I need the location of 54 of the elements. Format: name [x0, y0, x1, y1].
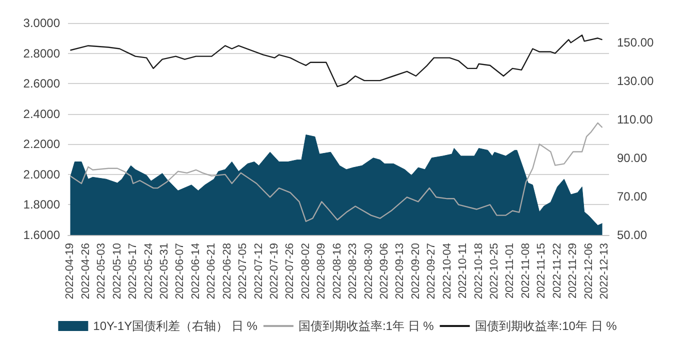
x-tick-label: 2022-04-26 — [80, 243, 92, 300]
y-tick-label: 2.6000 — [23, 76, 60, 91]
x-tick-label: 2022-09-27 — [426, 243, 438, 300]
x-tick-label: 2022-09-13 — [394, 243, 406, 300]
y-tick-label: 2.0000 — [23, 167, 60, 182]
x-tick-label: 2022-12-06 — [582, 243, 595, 300]
x-tick-label: 2022-06-14 — [190, 243, 202, 300]
y2-tick-label: 50.00 — [617, 228, 648, 242]
x-tick-label: 2022-11-22 — [551, 243, 564, 298]
x-tick-label: 2022-05-10 — [111, 243, 124, 300]
x-tick-label: 2022-08-02 — [300, 243, 312, 300]
x-tick-label: 2022-08-23 — [347, 243, 360, 300]
x-tick-label: 2022-11-15 — [536, 243, 548, 298]
y2-tick-label: 70.00 — [617, 189, 648, 204]
x-tick-label: 2022-07-26 — [284, 243, 296, 300]
x-tick-label: 2022-10-25 — [488, 243, 501, 300]
x-tick-label: 2022-05-24 — [142, 243, 155, 300]
y2-tick-label: 90.00 — [617, 150, 648, 165]
y-tick-label: 1.8000 — [23, 198, 60, 212]
x-tick-label: 2022-06-21 — [206, 243, 218, 300]
y2-tick-label: 110.00 — [617, 112, 654, 126]
x-tick-label: 2022-10-18 — [472, 243, 485, 300]
x-tick-label: 2022-12-13 — [598, 243, 611, 300]
x-tick-label: 2022-08-09 — [316, 243, 328, 300]
x-tick-label: 2022-05-17 — [127, 243, 140, 300]
x-tick-label: 2022-05-31 — [158, 243, 171, 300]
x-tick-label: 2022-08-30 — [362, 243, 375, 300]
x-tick-label: 2022-10-04 — [441, 243, 454, 300]
x-tick-label: 2022-06-28 — [221, 243, 234, 300]
x-tick-label: 2022-10-11 — [457, 243, 470, 298]
y2-tick-label: 130.00 — [617, 74, 654, 88]
x-tick-label: 2022-09-20 — [410, 243, 422, 300]
legend-label: 国债到期收益率:10年 日 % — [474, 319, 618, 333]
x-tick-label: 2022-05-03 — [96, 243, 108, 300]
x-tick-label: 2022-08-16 — [331, 243, 344, 300]
x-tick-label: 2022-11-08 — [520, 243, 532, 298]
x-tick-label: 2022-06-07 — [174, 243, 186, 300]
y-tick-label: 3.0000 — [23, 16, 60, 30]
y-tick-label: 1.6000 — [23, 228, 60, 242]
line-series — [70, 122, 603, 222]
line-series — [70, 34, 603, 88]
legend-label: 10Y-1Y国债利差（右轴） 日 % — [93, 319, 258, 333]
y2-tick-label: 150.00 — [617, 35, 654, 50]
y-tick-label: 2.8000 — [23, 46, 60, 60]
x-tick-label: 2022-09-06 — [378, 243, 391, 300]
y-tick-label: 2.2000 — [23, 137, 60, 152]
x-tick-label: 2022-11-29 — [567, 243, 580, 298]
x-tick-label: 2022-11-01 — [504, 243, 516, 298]
y-tick-label: 2.4000 — [23, 106, 60, 121]
x-tick-label: 2022-07-05 — [237, 243, 250, 300]
x-tick-label: 2022-07-12 — [252, 243, 265, 300]
legend-label: 国债到期收益率:1年 日 % — [298, 319, 434, 333]
x-tick-label: 2022-07-19 — [268, 243, 281, 300]
x-tick-label: 2022-04-19 — [64, 243, 76, 300]
